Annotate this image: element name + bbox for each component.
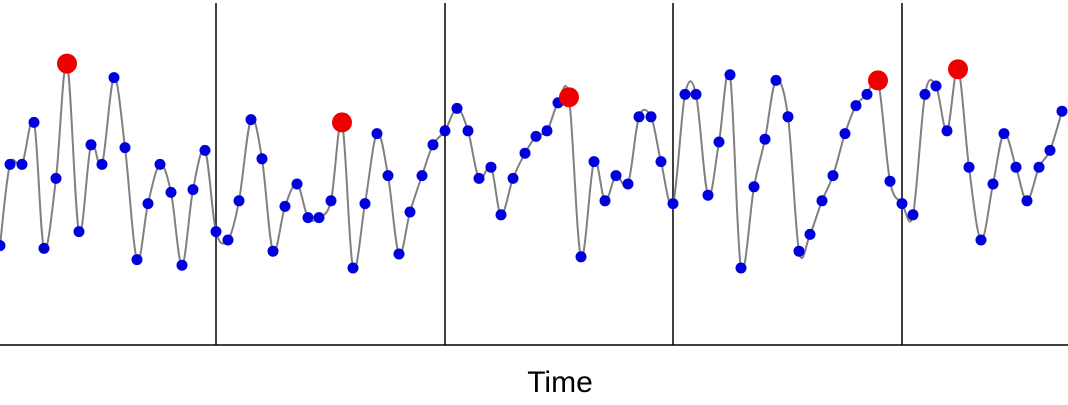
sample-point (507, 172, 519, 184)
sample-point (108, 72, 120, 84)
sample-point (495, 209, 507, 221)
sample-point (907, 209, 919, 221)
sample-point (702, 189, 714, 201)
sample-point (1010, 161, 1022, 173)
peak-point (559, 87, 579, 108)
sample-point (655, 156, 667, 168)
sample-point (1044, 144, 1056, 156)
sample-point (96, 158, 108, 170)
sample-point (187, 184, 199, 196)
sample-point (816, 195, 828, 207)
sample-point (759, 133, 771, 145)
sample-point (302, 212, 314, 224)
sample-point (588, 156, 600, 168)
sample-point (0, 240, 6, 252)
sample-point (38, 242, 50, 254)
sample-point (919, 88, 931, 100)
sample-point (291, 178, 303, 190)
sample-point (975, 234, 987, 246)
sample-point (325, 195, 337, 207)
sample-point (176, 259, 188, 271)
sample-point (633, 111, 645, 123)
sample-point (667, 198, 679, 210)
sample-point (599, 195, 611, 207)
sample-point (222, 234, 234, 246)
sample-point (416, 170, 428, 182)
sample-point (451, 102, 463, 114)
sample-point (371, 128, 383, 140)
sample-point (245, 114, 257, 126)
sample-point (735, 262, 747, 274)
sample-point (941, 125, 953, 137)
sample-point (930, 80, 942, 92)
sample-point (998, 128, 1010, 140)
sample-point (313, 212, 325, 224)
sample-point (73, 226, 85, 238)
sample-point (279, 200, 291, 212)
sample-point (4, 158, 16, 170)
sample-point (439, 125, 451, 137)
sample-point (827, 170, 839, 182)
sample-point (256, 153, 268, 165)
sample-point (530, 130, 542, 142)
sample-point (839, 128, 851, 140)
sample-point (782, 111, 794, 123)
sample-point (610, 170, 622, 182)
sample-point (713, 136, 725, 148)
sample-points (0, 58, 1068, 274)
sample-point (382, 170, 394, 182)
sample-point (393, 248, 405, 260)
sample-point (963, 161, 975, 173)
sample-point (210, 226, 222, 238)
sample-point (28, 116, 40, 128)
sample-point (473, 172, 485, 184)
sample-point (1033, 161, 1045, 173)
peak-point (57, 53, 77, 74)
sample-point (793, 245, 805, 257)
sample-point (131, 254, 143, 266)
sample-point (679, 88, 691, 100)
x-axis-label: Time (527, 366, 593, 399)
sample-point (861, 88, 873, 100)
peak-point (332, 112, 352, 133)
sample-point (622, 178, 634, 190)
sample-point (690, 88, 702, 100)
sample-point (404, 206, 416, 218)
sample-point (519, 147, 531, 159)
sample-point (165, 186, 177, 198)
sample-point (1021, 195, 1033, 207)
sample-point (85, 139, 97, 151)
sample-point (267, 245, 279, 257)
sample-point (987, 178, 999, 190)
sample-point (884, 175, 896, 187)
sample-point (119, 142, 131, 154)
sample-point (16, 158, 28, 170)
peak-point (948, 59, 968, 80)
sample-point (770, 74, 782, 86)
sample-point (359, 198, 371, 210)
peak-point (868, 70, 888, 91)
sample-point (541, 125, 553, 137)
sample-point (645, 111, 657, 123)
sample-point (427, 139, 439, 151)
sample-point (575, 251, 587, 263)
sample-point (804, 228, 816, 240)
sample-point (233, 195, 245, 207)
sample-point (724, 69, 736, 81)
sample-point (142, 198, 154, 210)
peak-points (57, 53, 968, 133)
sample-point (199, 144, 211, 156)
sample-point (154, 158, 166, 170)
sample-point (50, 172, 62, 184)
sample-point (896, 198, 908, 210)
sample-point (1056, 105, 1068, 117)
segment-dividers (215, 3, 903, 345)
sample-point (850, 100, 862, 112)
sample-point (462, 125, 474, 137)
sample-point (485, 161, 497, 173)
sample-point (748, 181, 760, 193)
sample-point (347, 262, 359, 274)
